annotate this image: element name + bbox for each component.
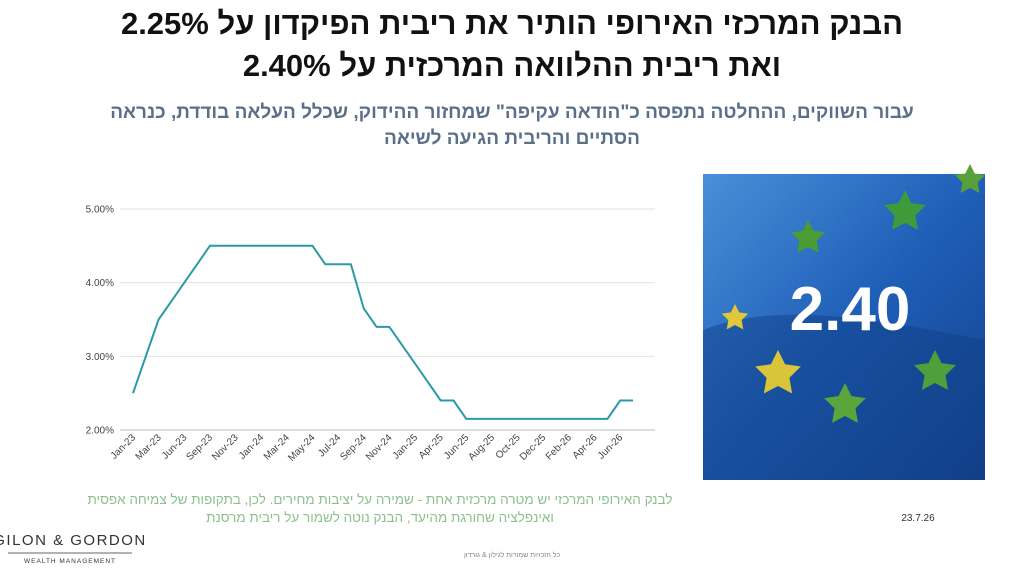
logo-tagline: WEALTH MANAGEMENT <box>24 558 116 565</box>
subtitle-line: עבור השווקים, ההחלטה נתפסה כ"הודאה עקיפה… <box>110 102 914 123</box>
y-tick-label: 2.00% <box>86 426 114 437</box>
x-tick-label: Jun-26 <box>596 432 626 462</box>
data-line <box>132 244 633 420</box>
subtitle-line: הסתיים והריבית הגיעה לשיאה <box>384 128 640 149</box>
image-label: 2.40 <box>790 275 911 344</box>
x-tick-label: Apr-26 <box>571 432 600 461</box>
x-tick-label: Sep-24 <box>338 432 369 463</box>
y-tick-label: 5.00% <box>86 205 114 216</box>
logo-name: GILON & GORDON <box>0 532 147 549</box>
x-tick-label: Mar-23 <box>134 432 164 462</box>
title-line: הבנק המרכזי האירופי הותיר את ריבית הפיקד… <box>121 6 903 41</box>
x-tick-label: Apr-25 <box>417 432 446 461</box>
title-line: ואת ריבית ההלוואה המרכזית על 2.40% <box>243 48 781 83</box>
x-tick-label: Aug-25 <box>467 432 498 463</box>
x-tick-label: Feb-26 <box>544 432 574 462</box>
y-tick-label: 4.00% <box>86 278 114 289</box>
x-tick-label: Nov-24 <box>364 432 395 463</box>
x-tick-label: Jan-25 <box>391 432 421 462</box>
y-tick-label: 3.00% <box>86 352 114 363</box>
x-tick-label: Jan-24 <box>237 432 267 462</box>
date: 23.7.26 <box>901 513 935 524</box>
x-tick-label: Dec-25 <box>518 432 549 463</box>
x-tick-label: Sep-23 <box>184 432 215 463</box>
note-line: ואינפלציה שחורגת מהיעד, הבנק נוטה לשמור … <box>206 510 554 525</box>
note-line: לבנק האירופי המרכזי יש מטרה מרכזית אחת -… <box>88 492 673 507</box>
flag-image: 2.40 <box>703 164 986 480</box>
x-tick-label: May-24 <box>286 432 318 464</box>
x-tick-label: Nov-23 <box>210 432 241 463</box>
footer: כל הזכויות שמורות לגילון & גורדון <box>464 551 560 559</box>
